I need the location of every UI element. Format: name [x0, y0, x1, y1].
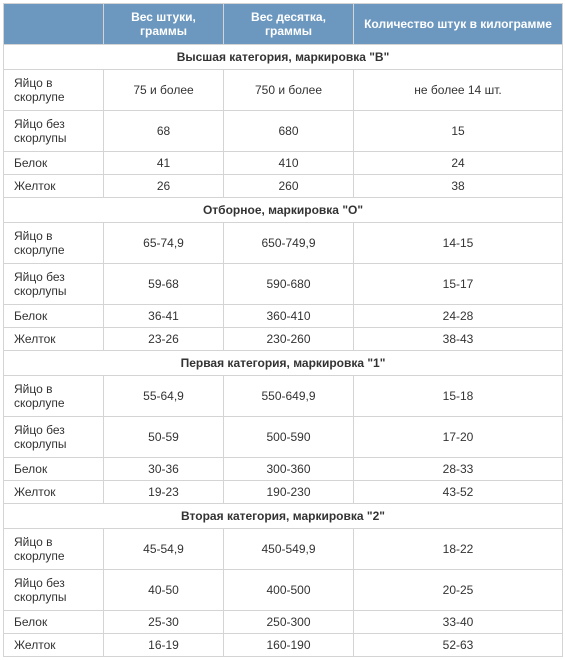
- row-label: Яйцо без скорлупы: [4, 570, 104, 611]
- table-row: Яйцо без скорлупы50-59500-59017-20: [4, 417, 563, 458]
- cell-value: 14-15: [354, 223, 563, 264]
- section-title: Отборное, маркировка "О": [4, 198, 563, 223]
- row-label: Белок: [4, 152, 104, 175]
- cell-value: 25-30: [104, 611, 224, 634]
- cell-value: 52-63: [354, 634, 563, 657]
- cell-value: 65-74,9: [104, 223, 224, 264]
- egg-weight-table: Вес штуки, граммы Вес десятка, граммы Ко…: [3, 3, 563, 657]
- cell-value: 33-40: [354, 611, 563, 634]
- table-row: Яйцо без скорлупы6868015: [4, 111, 563, 152]
- cell-value: 28-33: [354, 458, 563, 481]
- cell-value: 36-41: [104, 305, 224, 328]
- cell-value: 680: [224, 111, 354, 152]
- cell-value: 59-68: [104, 264, 224, 305]
- header-count-per-kg: Количество штук в килограмме: [354, 4, 563, 45]
- table-row: Яйцо в скорлупе45-54,9450-549,918-22: [4, 529, 563, 570]
- table-row: Яйцо без скорлупы59-68590-68015-17: [4, 264, 563, 305]
- table-row: Яйцо в скорлупе65-74,9650-749,914-15: [4, 223, 563, 264]
- cell-value: 23-26: [104, 328, 224, 351]
- row-label: Яйцо без скорлупы: [4, 417, 104, 458]
- cell-value: 260: [224, 175, 354, 198]
- header-piece-weight: Вес штуки, граммы: [104, 4, 224, 45]
- cell-value: 18-22: [354, 529, 563, 570]
- section-title: Высшая категория, маркировка "В": [4, 45, 563, 70]
- cell-value: 16-19: [104, 634, 224, 657]
- cell-value: 230-260: [224, 328, 354, 351]
- cell-value: 30-36: [104, 458, 224, 481]
- cell-value: 190-230: [224, 481, 354, 504]
- section-title: Первая категория, маркировка "1": [4, 351, 563, 376]
- row-label: Желток: [4, 175, 104, 198]
- cell-value: 400-500: [224, 570, 354, 611]
- table-row: Белок25-30250-30033-40: [4, 611, 563, 634]
- cell-value: 750 и более: [224, 70, 354, 111]
- row-label: Яйцо в скорлупе: [4, 70, 104, 111]
- cell-value: 24-28: [354, 305, 563, 328]
- cell-value: 38: [354, 175, 563, 198]
- table-row: Яйцо без скорлупы40-50400-50020-25: [4, 570, 563, 611]
- table-row: Яйцо в скорлупе75 и более750 и болеене б…: [4, 70, 563, 111]
- cell-value: не более 14 шт.: [354, 70, 563, 111]
- cell-value: 19-23: [104, 481, 224, 504]
- table-row: Белок36-41360-41024-28: [4, 305, 563, 328]
- header-ten-weight: Вес десятка, граммы: [224, 4, 354, 45]
- cell-value: 40-50: [104, 570, 224, 611]
- cell-value: 38-43: [354, 328, 563, 351]
- cell-value: 450-549,9: [224, 529, 354, 570]
- table-row: Белок30-36300-36028-33: [4, 458, 563, 481]
- row-label: Яйцо без скорлупы: [4, 111, 104, 152]
- cell-value: 75 и более: [104, 70, 224, 111]
- cell-value: 50-59: [104, 417, 224, 458]
- cell-value: 250-300: [224, 611, 354, 634]
- section-title: Вторая категория, маркировка "2": [4, 504, 563, 529]
- header-blank: [4, 4, 104, 45]
- section-row: Отборное, маркировка "О": [4, 198, 563, 223]
- table-row: Желток19-23190-23043-52: [4, 481, 563, 504]
- table-row: Желток16-19160-19052-63: [4, 634, 563, 657]
- table-row: Белок4141024: [4, 152, 563, 175]
- cell-value: 17-20: [354, 417, 563, 458]
- section-row: Высшая категория, маркировка "В": [4, 45, 563, 70]
- cell-value: 55-64,9: [104, 376, 224, 417]
- cell-value: 41: [104, 152, 224, 175]
- table-row: Яйцо в скорлупе55-64,9550-649,915-18: [4, 376, 563, 417]
- cell-value: 410: [224, 152, 354, 175]
- row-label: Желток: [4, 481, 104, 504]
- cell-value: 160-190: [224, 634, 354, 657]
- section-row: Вторая категория, маркировка "2": [4, 504, 563, 529]
- cell-value: 360-410: [224, 305, 354, 328]
- row-label: Белок: [4, 611, 104, 634]
- row-label: Желток: [4, 634, 104, 657]
- table-row: Желток2626038: [4, 175, 563, 198]
- cell-value: 650-749,9: [224, 223, 354, 264]
- row-label: Яйцо в скорлупе: [4, 223, 104, 264]
- cell-value: 550-649,9: [224, 376, 354, 417]
- table-row: Желток23-26230-26038-43: [4, 328, 563, 351]
- row-label: Яйцо в скорлупе: [4, 376, 104, 417]
- header-row: Вес штуки, граммы Вес десятка, граммы Ко…: [4, 4, 563, 45]
- row-label: Желток: [4, 328, 104, 351]
- cell-value: 500-590: [224, 417, 354, 458]
- cell-value: 45-54,9: [104, 529, 224, 570]
- cell-value: 20-25: [354, 570, 563, 611]
- row-label: Белок: [4, 305, 104, 328]
- cell-value: 43-52: [354, 481, 563, 504]
- row-label: Яйцо в скорлупе: [4, 529, 104, 570]
- cell-value: 15-17: [354, 264, 563, 305]
- row-label: Яйцо без скорлупы: [4, 264, 104, 305]
- cell-value: 15-18: [354, 376, 563, 417]
- cell-value: 24: [354, 152, 563, 175]
- cell-value: 590-680: [224, 264, 354, 305]
- cell-value: 68: [104, 111, 224, 152]
- cell-value: 15: [354, 111, 563, 152]
- cell-value: 26: [104, 175, 224, 198]
- section-row: Первая категория, маркировка "1": [4, 351, 563, 376]
- row-label: Белок: [4, 458, 104, 481]
- cell-value: 300-360: [224, 458, 354, 481]
